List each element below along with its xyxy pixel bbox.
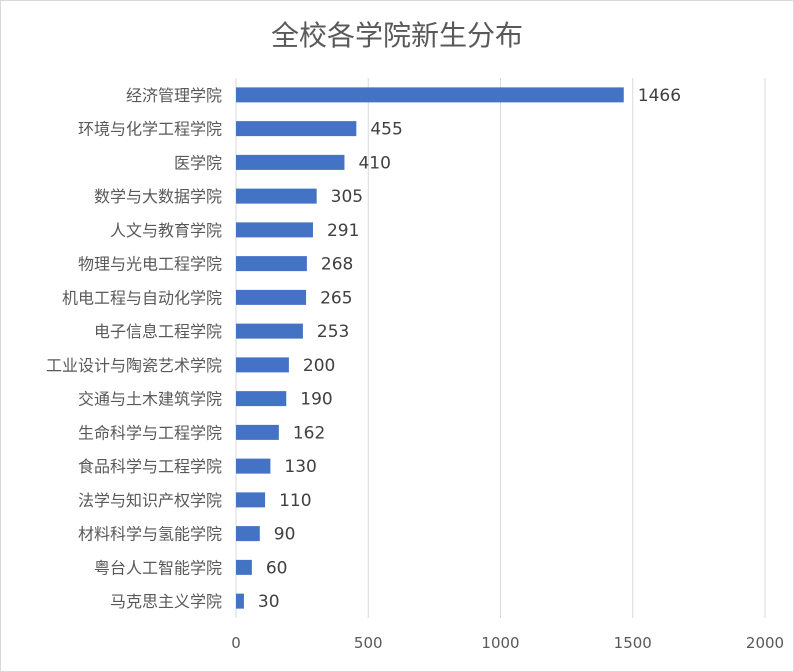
- bar: [236, 289, 307, 305]
- data-label: 455: [370, 120, 402, 140]
- data-label: 253: [317, 322, 349, 342]
- category-label: 法学与知识产权学院: [78, 491, 222, 510]
- category-label: 交通与土木建筑学院: [78, 390, 222, 409]
- category-label: 物理与光电工程学院: [78, 255, 222, 274]
- data-label: 265: [320, 288, 352, 308]
- bar: [236, 357, 289, 373]
- data-label: 60: [266, 558, 288, 578]
- x-tick-label: 0: [231, 634, 241, 652]
- bar: [236, 188, 317, 204]
- bar: [236, 154, 345, 170]
- data-label: 410: [358, 153, 390, 173]
- bar: [236, 323, 303, 339]
- category-label: 材料科学与氢能学院: [78, 525, 222, 544]
- bar: [236, 458, 271, 474]
- category-label: 经济管理学院: [126, 86, 222, 105]
- data-label: 291: [327, 221, 359, 241]
- bar: [236, 424, 279, 440]
- data-label: 30: [258, 592, 280, 612]
- x-tick-label: 500: [354, 634, 383, 652]
- bar: [236, 121, 357, 137]
- data-label: 268: [321, 255, 353, 275]
- category-label: 工业设计与陶瓷艺术学院: [46, 356, 222, 375]
- chart-title: 全校各学院新生分布: [270, 19, 523, 52]
- bar: [236, 222, 313, 238]
- category-label: 食品科学与工程学院: [78, 457, 222, 476]
- data-label: 1466: [638, 86, 681, 106]
- x-tick-label: 1500: [614, 634, 652, 652]
- data-label: 130: [284, 457, 316, 477]
- category-label: 马克思主义学院: [110, 592, 222, 611]
- x-tick-label: 1000: [481, 634, 519, 652]
- category-label: 数学与大数据学院: [94, 187, 222, 206]
- category-label: 生命科学与工程学院: [78, 423, 222, 442]
- bar: [236, 526, 260, 542]
- data-label: 190: [300, 390, 332, 410]
- category-label: 机电工程与自动化学院: [62, 288, 222, 307]
- category-label: 人文与教育学院: [110, 221, 222, 240]
- bar: [236, 391, 287, 407]
- category-label: 环境与化学工程学院: [78, 120, 222, 139]
- bar: [236, 87, 624, 103]
- data-label: 90: [274, 525, 296, 545]
- data-label: 110: [279, 491, 311, 511]
- x-tick-label: 2000: [746, 634, 784, 652]
- data-label: 305: [331, 187, 363, 207]
- bar: [236, 256, 307, 272]
- category-label: 电子信息工程学院: [94, 322, 222, 341]
- category-label: 粤台人工智能学院: [94, 558, 222, 577]
- category-label: 医学院: [174, 153, 222, 172]
- bar: [236, 492, 266, 508]
- bar: [236, 559, 252, 575]
- bar: [236, 593, 244, 609]
- data-label: 200: [303, 356, 335, 376]
- data-label: 162: [293, 423, 325, 443]
